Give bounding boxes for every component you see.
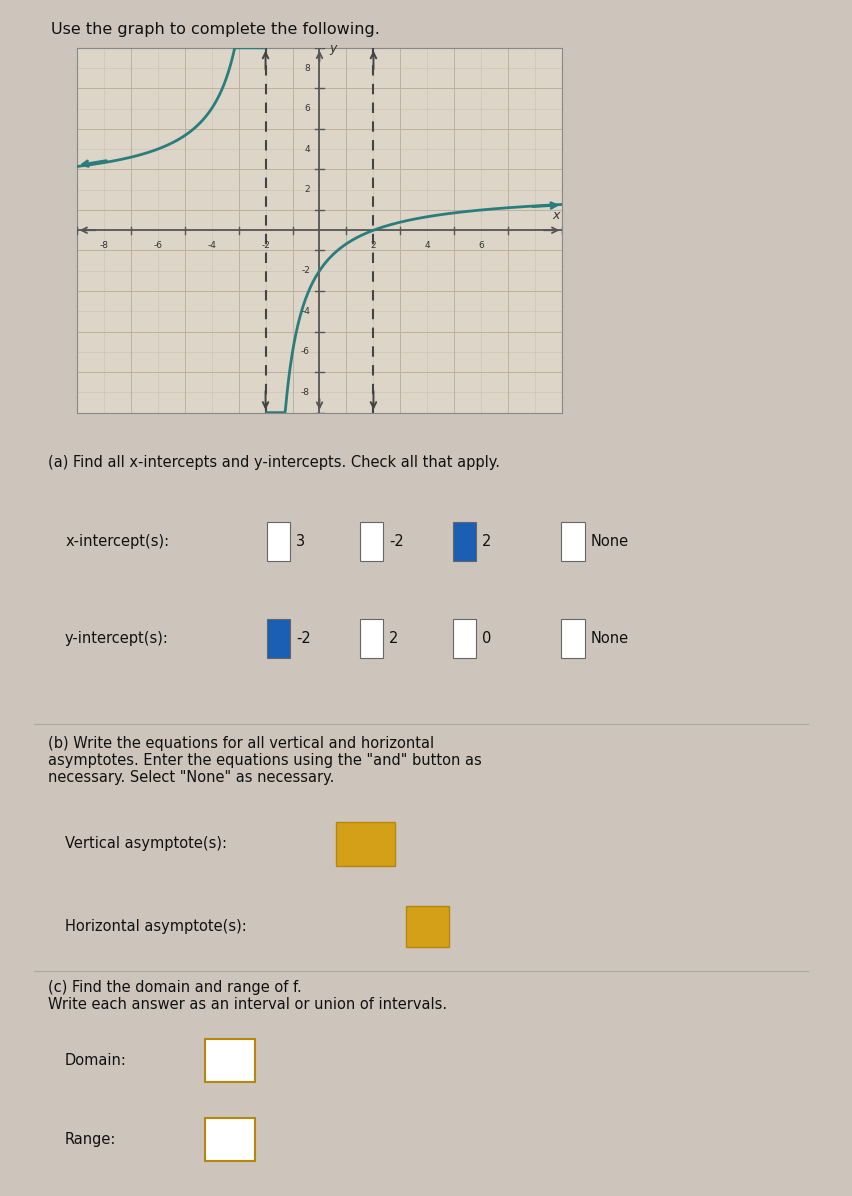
Text: -2: -2 [261,242,270,250]
FancyBboxPatch shape [561,521,584,561]
Text: 3: 3 [296,533,305,549]
Text: -2: -2 [296,630,311,646]
Text: 2: 2 [389,630,399,646]
FancyBboxPatch shape [267,620,290,658]
Text: 4: 4 [424,242,430,250]
Text: 6: 6 [479,242,484,250]
Text: 4: 4 [304,145,310,153]
Text: Use the graph to complete the following.: Use the graph to complete the following. [51,22,380,37]
FancyBboxPatch shape [406,905,449,947]
FancyBboxPatch shape [204,1117,255,1161]
FancyBboxPatch shape [337,823,394,866]
FancyBboxPatch shape [204,1039,255,1082]
Text: -6: -6 [301,347,310,356]
Text: -6: -6 [153,242,162,250]
Text: (a) Find all x-intercepts and y-intercepts. Check all that apply.: (a) Find all x-intercepts and y-intercep… [48,456,500,470]
FancyBboxPatch shape [452,620,476,658]
Text: None: None [590,630,629,646]
Text: x: x [552,209,560,222]
Text: -2: -2 [389,533,404,549]
Text: 2: 2 [304,185,310,194]
Text: 8: 8 [304,63,310,73]
FancyBboxPatch shape [561,620,584,658]
Text: 0: 0 [482,630,492,646]
Text: 2: 2 [423,919,433,934]
Text: -2: -2 [357,836,374,852]
FancyBboxPatch shape [360,620,383,658]
Text: -8: -8 [99,242,108,250]
Text: 6: 6 [304,104,310,114]
Text: -4: -4 [302,307,310,316]
FancyBboxPatch shape [452,521,476,561]
Text: Horizontal asymptote(s):: Horizontal asymptote(s): [65,919,247,934]
Text: y: y [329,42,337,55]
Text: (b) Write the equations for all vertical and horizontal
asymptotes. Enter the eq: (b) Write the equations for all vertical… [48,736,481,786]
Text: -2: -2 [302,267,310,275]
Text: ✓: ✓ [273,631,284,645]
Text: 2: 2 [482,533,492,549]
Text: 2: 2 [371,242,377,250]
Text: y-intercept(s):: y-intercept(s): [65,630,169,646]
Text: -8: -8 [301,388,310,397]
Text: ✓: ✓ [459,535,469,548]
Text: None: None [590,533,629,549]
Text: -4: -4 [207,242,216,250]
Text: Vertical asymptote(s):: Vertical asymptote(s): [65,836,227,852]
FancyBboxPatch shape [360,521,383,561]
Text: Range:: Range: [65,1131,117,1147]
Text: (c) Find the domain and range of f.
Write each answer as an interval or union of: (c) Find the domain and range of f. Writ… [48,980,447,1012]
Text: Domain:: Domain: [65,1054,127,1068]
Text: x-intercept(s):: x-intercept(s): [65,533,170,549]
FancyBboxPatch shape [267,521,290,561]
